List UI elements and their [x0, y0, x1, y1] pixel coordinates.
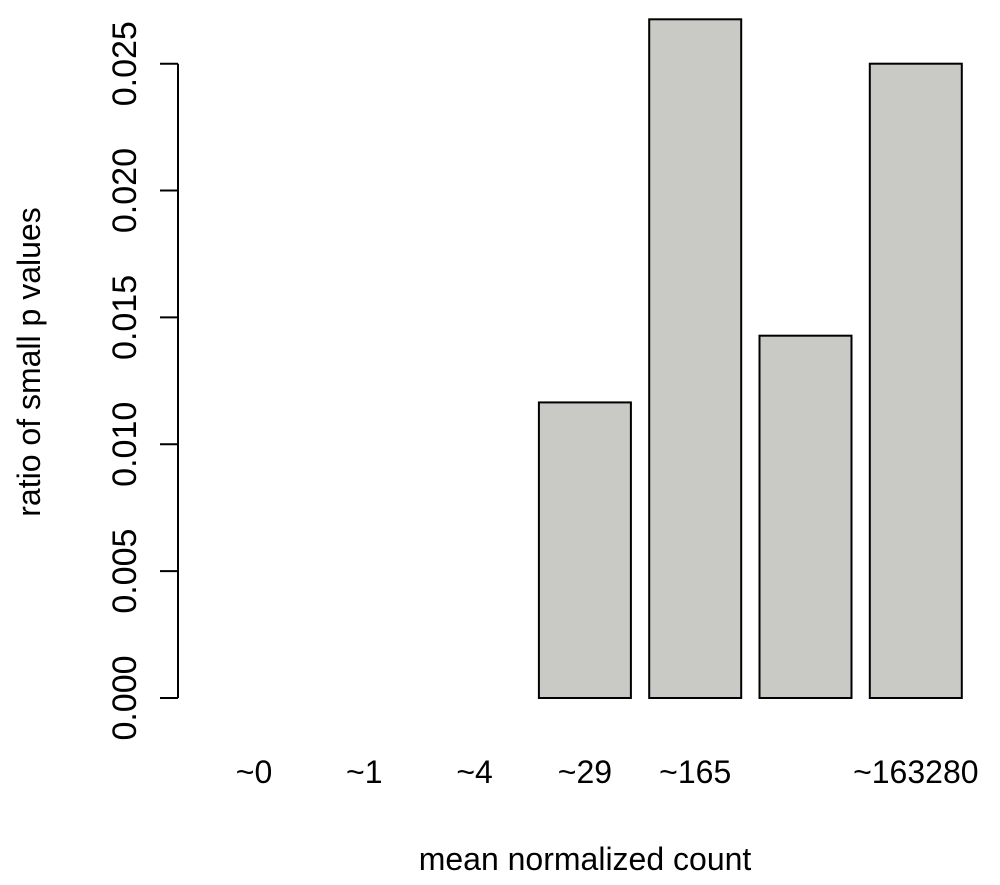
x-category-label: ~29: [558, 754, 612, 790]
x-category-label: ~1: [346, 754, 382, 790]
x-axis-label: mean normalized count: [419, 841, 752, 877]
y-axis: 0.000 0.005 0.010 0.015 0.020 0.025: [106, 21, 179, 741]
x-category-label: ~163280: [853, 754, 978, 790]
x-category-label: ~0: [236, 754, 272, 790]
bars: [537, 18, 963, 699]
bar: [648, 18, 743, 699]
y-tick-label: 0.025: [106, 21, 144, 106]
y-tick-label: 0.020: [106, 148, 144, 233]
y-tick-label: 0.015: [106, 275, 144, 360]
y-tick-label: 0.010: [106, 402, 144, 487]
bar: [758, 334, 853, 699]
bar: [537, 401, 632, 699]
y-axis-label: ratio of small p values: [11, 207, 47, 516]
y-tick-label: 0.000: [106, 655, 144, 740]
category-labels: ~0 ~1 ~4 ~29 ~165 ~163280: [236, 754, 979, 790]
x-category-label: ~4: [456, 754, 492, 790]
y-tick-label: 0.005: [106, 529, 144, 614]
bar: [868, 62, 963, 699]
x-category-label: ~165: [659, 754, 731, 790]
